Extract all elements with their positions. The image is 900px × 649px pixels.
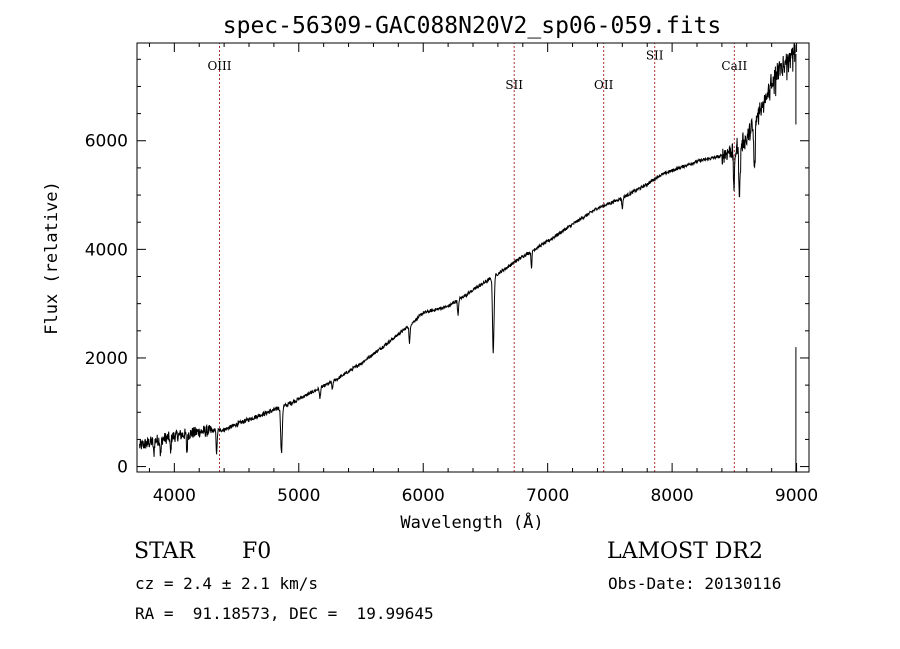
line-marker-label: OII <box>594 78 614 92</box>
line-marker-label: SII <box>646 48 664 62</box>
spectral-subclass: F0 <box>242 539 272 564</box>
redshift-velocity: cz = 2.4 ± 2.1 km/s <box>135 574 319 593</box>
line-marker-label: SII <box>505 78 523 92</box>
y-axis-label: Flux (relative) <box>42 181 62 335</box>
x-tick-label: 9000 <box>775 486 818 506</box>
x-axis-label: Wavelength (Å) <box>400 511 543 533</box>
x-tick-label: 8000 <box>650 486 693 506</box>
y-tick-label: 0 <box>117 458 128 478</box>
observation-date: Obs-Date: 20130116 <box>608 574 782 593</box>
x-tick-label: 6000 <box>402 486 445 506</box>
x-tick-label: 5000 <box>277 486 320 506</box>
x-axis-ticks: 4000 5000 6000 7000 8000 9000 <box>148 43 818 506</box>
spectrum-line <box>139 42 797 472</box>
emission-line-markers: OIII SII OII SII CaII <box>207 43 747 472</box>
line-marker-label: CaII <box>721 59 747 73</box>
x-tick-label: 7000 <box>526 486 569 506</box>
y-axis-ticks: 0 2000 4000 6000 <box>85 58 809 478</box>
chart-title: spec-56309-GAC088N20V2_sp06-059.fits <box>223 13 722 39</box>
y-tick-label: 2000 <box>85 349 128 369</box>
sky-coordinates: RA = 91.18573, DEC = 19.99645 <box>135 604 434 623</box>
y-tick-label: 4000 <box>85 240 128 260</box>
plot-frame <box>136 42 810 473</box>
object-type: STAR <box>134 539 195 564</box>
y-tick-label: 6000 <box>85 132 128 152</box>
line-marker-label: OIII <box>207 59 231 73</box>
survey-name: LAMOST DR2 <box>607 539 763 564</box>
x-tick-label: 4000 <box>153 486 196 506</box>
